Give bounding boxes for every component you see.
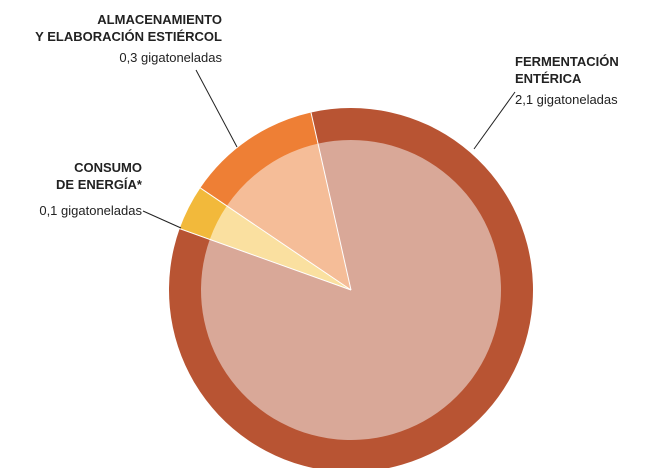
slice-divider bbox=[310, 112, 352, 291]
slice-label: CONSUMO bbox=[74, 160, 142, 175]
slice-inner bbox=[200, 140, 502, 441]
slice-label: FERMENTACIÓN bbox=[515, 54, 619, 69]
slice-divider bbox=[200, 187, 352, 291]
leader-line bbox=[142, 210, 182, 229]
value-label: 0,1 gigatoneladas bbox=[39, 203, 142, 218]
slice-label: ENTÉRICA bbox=[515, 71, 582, 86]
slice-label: DE ENERGÍA* bbox=[56, 177, 143, 192]
slice-inner bbox=[226, 143, 351, 290]
leader-line bbox=[195, 69, 238, 148]
value-label: 0,3 gigatoneladas bbox=[119, 50, 222, 65]
value-label: 2,1 gigatoneladas bbox=[515, 92, 618, 107]
slice-label: Y ELABORACIÓN ESTIÉRCOL bbox=[35, 29, 222, 44]
slice-inner bbox=[209, 205, 351, 290]
leader-line bbox=[473, 91, 516, 150]
slice-divider bbox=[179, 228, 352, 291]
slice-label: ALMACENAMIENTO bbox=[97, 12, 222, 27]
